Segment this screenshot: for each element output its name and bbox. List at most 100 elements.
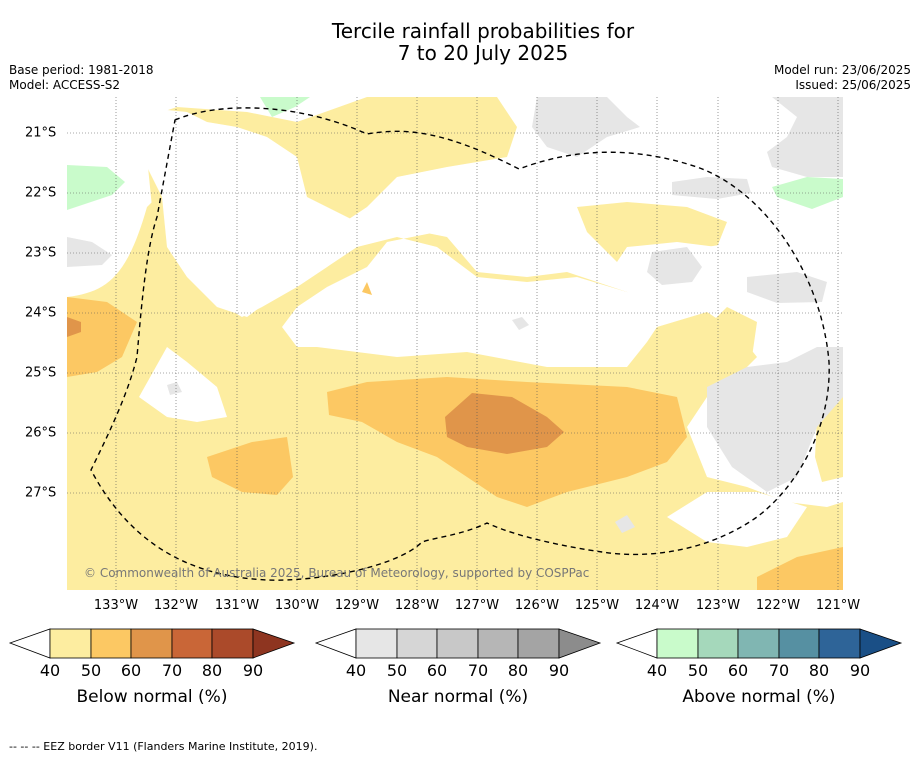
lat-label-22: 22°S (25, 185, 57, 201)
below-normal-50-60-speck (362, 282, 372, 295)
below-normal-east-band (577, 202, 727, 262)
above-swatch-70-80 (778, 628, 820, 659)
near-tick-80: 80 (507, 661, 529, 680)
below-tick-90: 90 (242, 661, 264, 680)
below-swatch-60-70 (130, 628, 173, 659)
below-tick-60: 60 (120, 661, 142, 680)
near-swatch-50-60 (396, 628, 438, 659)
lon-label-122: 122°W (755, 598, 801, 613)
above-normal-north (260, 97, 310, 117)
above-tick-60: 60 (727, 661, 749, 680)
colorbar-below-title: Below normal (%) (76, 687, 228, 707)
near-swatch-80-90 (517, 628, 560, 659)
near-swatch-60-70 (436, 628, 479, 659)
colorbar-above-title: Above normal (%) (682, 687, 836, 707)
below-normal-60-70-west (67, 317, 81, 337)
colorbar-below-normal: 40 50 60 70 80 90 (8, 627, 298, 680)
above-over-arrow (859, 628, 903, 659)
colorbar-near-normal: 40 50 60 70 80 90 (314, 627, 604, 680)
map-canvas (67, 97, 843, 590)
no-signal-west-hole (139, 347, 227, 422)
lon-label-130: 130°W (274, 598, 320, 613)
below-normal-60-70-core (445, 393, 564, 454)
near-normal-speck-2 (167, 382, 182, 395)
model-name: Model: ACCESS-S2 (9, 78, 121, 92)
near-normal-speck-3 (615, 515, 635, 533)
issued-date: Issued: 25/06/2025 (795, 78, 911, 92)
colorbar-above-normal: 40 50 60 70 80 90 (615, 627, 905, 680)
copyright-notice: © Commonwealth of Australia 2025, Bureau… (84, 566, 590, 580)
eez-footnote: -- -- -- EEZ border V11 (Flanders Marine… (9, 740, 318, 753)
colorbar-below-normal-swatches (8, 628, 296, 659)
lon-label-128: 128°W (394, 598, 440, 613)
near-swatch-70-80 (477, 628, 519, 659)
lat-label-24: 24°S (25, 305, 57, 321)
grid-lines (67, 97, 843, 590)
above-tick-50: 50 (687, 661, 709, 680)
below-tick-40: 40 (39, 661, 61, 680)
below-swatch-80-90 (211, 628, 254, 659)
below-swatch-40-50 (49, 628, 92, 659)
above-swatch-80-90 (818, 628, 861, 659)
lat-label-21: 21°S (25, 125, 57, 141)
above-swatch-50-60 (697, 628, 739, 659)
above-normal-east (772, 177, 843, 209)
below-swatch-70-80 (171, 628, 213, 659)
below-under-arrow (8, 628, 51, 659)
above-tick-70: 70 (768, 661, 790, 680)
near-tick-90: 90 (548, 661, 570, 680)
near-tick-50: 50 (386, 661, 408, 680)
lon-label-129: 129°W (334, 598, 380, 613)
near-tick-40: 40 (345, 661, 367, 680)
near-normal-west (67, 237, 112, 267)
lon-label-123: 123°W (695, 598, 741, 613)
colorbar-near-normal-swatches (314, 628, 602, 659)
above-under-arrow (615, 628, 658, 659)
near-normal-blob (647, 247, 702, 285)
lon-label-127: 127°W (454, 598, 500, 613)
near-over-arrow (558, 628, 602, 659)
above-swatch-60-70 (737, 628, 780, 659)
above-swatch-40-50 (656, 628, 699, 659)
near-tick-60: 60 (426, 661, 448, 680)
base-period: Base period: 1981-2018 (9, 63, 154, 77)
lon-label-121: 121°W (815, 598, 861, 613)
no-signal-center (147, 109, 667, 367)
lon-label-124: 124°W (634, 598, 680, 613)
near-normal-speck (512, 317, 529, 330)
near-swatch-40-50 (355, 628, 398, 659)
near-normal-se (707, 347, 843, 492)
near-normal-east (747, 272, 827, 303)
below-tick-70: 70 (161, 661, 183, 680)
lon-label-125: 125°W (574, 598, 620, 613)
above-tick-40: 40 (646, 661, 668, 680)
lon-label-133: 133°W (93, 598, 139, 613)
no-signal-se (667, 492, 807, 547)
below-over-arrow (252, 628, 296, 659)
near-normal-ne (532, 97, 640, 157)
below-normal-50-60-west (67, 297, 137, 377)
lat-label-27: 27°S (25, 485, 57, 501)
above-normal-west (67, 165, 125, 210)
below-normal-50-60-se (757, 547, 843, 590)
below-tick-50: 50 (80, 661, 102, 680)
above-tick-80: 80 (808, 661, 830, 680)
meta-left: Base period: 1981-2018 Model: ACCESS-S2 (9, 63, 154, 93)
above-tick-90: 90 (849, 661, 871, 680)
near-normal-bar (672, 177, 751, 199)
below-normal-patch-n (307, 147, 352, 172)
map-title: Tercile rainfall probabilities for 7 to … (0, 20, 919, 64)
lon-label-126: 126°W (514, 598, 560, 613)
below-swatch-50-60 (90, 628, 132, 659)
near-normal-ne-strip (767, 97, 843, 177)
near-tick-70: 70 (467, 661, 489, 680)
below-tick-80: 80 (201, 661, 223, 680)
colorbar-above-normal-swatches (615, 628, 903, 659)
lon-label-131: 131°W (214, 598, 260, 613)
below-normal-50-60-sw (207, 437, 293, 495)
lat-label-26: 26°S (25, 425, 57, 441)
title-line-2: 7 to 20 July 2025 (397, 41, 569, 65)
lat-label-25: 25°S (25, 365, 57, 381)
below-normal-patch-se (707, 307, 757, 367)
meta-right: Model run: 23/06/2025 Issued: 25/06/2025 (774, 63, 911, 93)
